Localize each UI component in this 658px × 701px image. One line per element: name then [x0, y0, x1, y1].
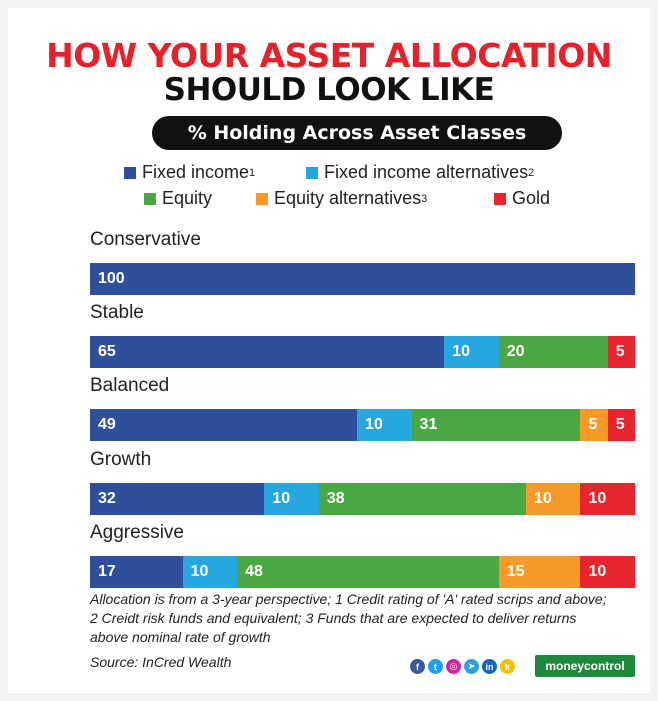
data-label: 10 [588, 490, 607, 507]
bar-segment-fixed-income: 65 [90, 336, 445, 368]
bar-segment-fixed-income: 32 [90, 483, 265, 515]
data-label: 10 [190, 563, 209, 580]
category-label-stable: Stable [90, 302, 144, 323]
data-label: 17 [98, 563, 116, 580]
data-label: 10 [452, 343, 471, 360]
instagram-icon[interactable]: ◎ [446, 659, 461, 674]
legend-swatch [124, 166, 136, 179]
legend-label: Equity [162, 188, 213, 208]
source-note: Source: InCred Wealth [90, 654, 232, 670]
bar-segment-fixed-income-alternatives: 10 [357, 409, 412, 441]
legend-item-fixed-income: Fixed income 1 [124, 162, 255, 183]
category-label-growth: Growth [90, 449, 152, 470]
legend-item-equity-alternatives: Equity alternatives 3 [256, 188, 427, 209]
legend-label: Fixed income [142, 162, 250, 182]
category-label-aggressive: Aggressive [90, 522, 184, 543]
bar-balanced: 49 10 31 5 5 [90, 409, 635, 441]
legend-footnote-marker: 2 [528, 166, 535, 179]
data-label: 5 [588, 416, 598, 433]
bar-stable: 65 10 20 5 [90, 336, 635, 368]
moneycontrol-logo: moneycontrol [535, 655, 635, 677]
linkedin-icon[interactable]: in [482, 659, 497, 674]
data-label: 65 [98, 343, 116, 360]
telegram-icon[interactable]: ➤ [464, 659, 479, 674]
data-label: 49 [98, 416, 116, 433]
legend-item-fixed-income-alternatives: Fixed income alternatives 2 [306, 162, 534, 183]
data-label: 38 [326, 490, 345, 507]
category-label-conservative: Conservative [90, 229, 201, 250]
bar-aggressive: 17 10 48 15 10 [90, 556, 635, 588]
social-icons: f t ◎ ➤ in k [410, 659, 515, 674]
bar-segment-equity-alternatives: 5 [580, 409, 608, 441]
category-label-balanced: Balanced [90, 375, 170, 396]
bar-segment-fixed-income: 49 [90, 409, 358, 441]
legend-swatch [256, 192, 268, 205]
data-label: 10 [533, 490, 552, 507]
chart-title-line1: HOW YOUR ASSET ALLOCATION [46, 36, 612, 75]
data-label: 32 [98, 490, 116, 507]
data-label: 10 [272, 490, 291, 507]
bar-conservative: 100 [90, 263, 635, 295]
data-label: 5 [615, 416, 625, 433]
bar-segment-fixed-income-alternatives: 10 [182, 556, 238, 588]
koo-icon[interactable]: k [500, 659, 515, 674]
bar-segment-gold: 5 [607, 409, 635, 441]
legend-label: Gold [512, 188, 551, 208]
bar-segment-fixed-income: 17 [90, 556, 183, 588]
bar-segment-fixed-income: 100 [90, 263, 635, 295]
bar-growth: 32 10 38 10 10 [90, 483, 635, 515]
legend-swatch [494, 192, 506, 205]
twitter-icon[interactable]: t [428, 659, 443, 674]
bar-segment-equity: 31 [411, 409, 581, 441]
data-label: 5 [615, 343, 625, 360]
bar-segment-gold: 5 [607, 336, 635, 368]
legend-swatch [306, 166, 318, 179]
data-label: 48 [245, 563, 263, 580]
bar-segment-gold: 10 [580, 556, 635, 588]
bar-segment-equity: 48 [237, 556, 499, 588]
bar-segment-equity-alternatives: 10 [525, 483, 581, 515]
legend-footnote-marker: 3 [421, 192, 428, 205]
legend-label: Equity alternatives [274, 188, 422, 208]
data-label: 15 [506, 563, 525, 580]
data-label: 10 [588, 563, 607, 580]
bar-segment-equity: 20 [498, 336, 608, 368]
facebook-icon[interactable]: f [410, 659, 425, 674]
bar-segment-gold: 10 [580, 483, 635, 515]
bar-segment-equity: 38 [318, 483, 526, 515]
legend-swatch [144, 192, 156, 205]
legend-item-gold: Gold [494, 188, 550, 209]
chart-subtitle: % Holding Across Asset Classes [152, 116, 562, 150]
data-label: 31 [419, 416, 438, 433]
legend-label: Fixed income alternatives [324, 162, 529, 182]
bar-segment-fixed-income-alternatives: 10 [444, 336, 499, 368]
footnote: Allocation is from a 3-year perspective;… [90, 591, 607, 645]
bar-segment-equity-alternatives: 15 [498, 556, 581, 588]
data-label: 20 [506, 343, 525, 360]
legend-footnote-marker: 1 [249, 166, 256, 179]
data-label: 100 [98, 270, 125, 287]
chart-title-line2: SHOULD LOOK LIKE [163, 72, 495, 108]
data-label: 10 [365, 416, 383, 433]
bar-segment-fixed-income-alternatives: 10 [264, 483, 319, 515]
legend-item-equity: Equity [144, 188, 212, 209]
